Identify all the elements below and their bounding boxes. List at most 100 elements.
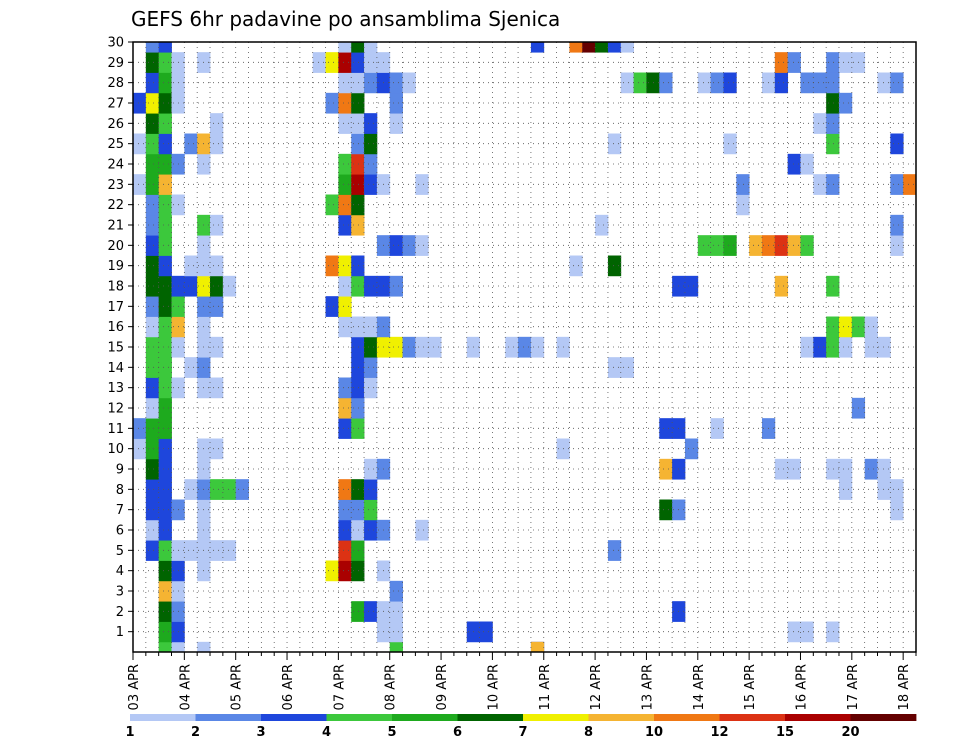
heatmap-cell [351,113,365,134]
y-tick-label: 13 [107,381,124,396]
colorbar-swatch [523,714,589,721]
heatmap-cell [595,42,609,53]
heatmap-cell [826,72,840,94]
y-tick-label: 24 [107,158,124,173]
heatmap-cell [595,214,609,236]
heatmap-cell [890,214,904,236]
heatmap-cell [659,72,673,94]
heatmap-cell [530,42,545,53]
heatmap-cell [659,418,673,439]
heatmap-cell [826,174,840,195]
y-tick-label: 2 [116,605,124,620]
y-tick-label: 11 [107,422,124,437]
heatmap-cell [184,275,198,297]
x-tick-label: 07 APR [332,664,347,710]
heatmap-cell [723,235,737,256]
heatmap-cell [158,194,172,216]
heatmap-cell [145,194,160,216]
x-tick-label: 11 APR [538,664,553,710]
heatmap-cell [145,397,160,419]
heatmap-cell [158,72,172,94]
colorbar-swatch [392,714,458,721]
colorbar-swatch [719,714,786,721]
y-tick-label: 21 [107,219,124,234]
heatmap-cell [145,519,160,541]
heatmap-cell [158,275,172,297]
heatmap-cell [774,235,789,256]
heatmap-cell [351,479,365,500]
heatmap-cell [312,52,326,73]
heatmap-cell [145,255,160,277]
heatmap-cell [607,357,622,378]
y-tick-label: 29 [107,56,124,71]
x-tick-label: 09 APR [435,664,450,710]
heatmap-cell [210,255,224,277]
heatmap-cell [633,72,647,94]
heatmap-cell [145,357,160,378]
colorbar-label: 4 [322,725,331,740]
heatmap-cell [158,316,172,338]
heatmap-cell [145,52,160,73]
colorbar-label: 7 [518,725,527,740]
heatmap-cell [133,92,147,114]
colorbar-swatch [130,714,196,721]
heatmap-cell [826,133,840,155]
heatmap-cell [826,621,840,643]
heatmap-cell [158,214,172,236]
colorbar-swatch [850,714,917,721]
heatmap-cell [364,275,378,297]
colorbar-swatch [326,714,393,721]
heatmap-cell [145,174,160,195]
heatmap-cell [145,316,160,338]
heatmap-cell [620,72,635,94]
heatmap-cell [697,235,712,256]
heatmap-cell [210,275,224,297]
heatmap-cell [338,397,352,419]
y-tick-label: 5 [116,544,124,559]
heatmap-cell [145,540,160,561]
heatmap-cell [415,174,429,195]
heatmap-cell [351,194,365,216]
heatmap-cell [800,72,814,94]
heatmap-cell [351,540,365,561]
heatmap-cell [774,52,789,73]
heatmap-cell [389,275,403,297]
heatmap-cell [749,235,763,256]
heatmap-cell [351,519,365,541]
heatmap-cell [864,458,878,480]
heatmap-cell [338,499,352,521]
heatmap-cell [530,336,545,358]
heatmap-cell [158,397,172,419]
y-tick-label: 4 [116,564,124,579]
heatmap-cell [697,72,712,94]
heatmap-cell [338,72,352,94]
heatmap-cell [184,255,198,277]
colorbar-legend: 1 2 3 4 5 6 7 8 10 12 15 20 [125,714,917,740]
heatmap-cell [158,499,172,521]
heatmap-cell [351,92,365,114]
colorbar-swatch [654,714,720,721]
x-tick-label: 17 APR [846,664,861,710]
x-tick-label: 18 APR [897,664,912,710]
heatmap-cell [133,418,147,439]
heatmap-cell [338,174,352,195]
heatmap-cell [210,438,224,460]
heatmap-cell [235,479,249,500]
heatmap-cell [864,316,878,338]
y-tick-label: 17 [107,300,124,315]
heatmap-cell [774,72,789,94]
heatmap-cell [389,580,403,602]
heatmap-cell [158,458,172,480]
heatmap-cell [222,275,237,297]
heatmap-cell [838,479,853,500]
heatmap-cell [787,52,801,73]
heatmap-cell [620,357,635,378]
heatmap-cell [171,641,185,653]
heatmap-cell [145,92,160,114]
heatmap-cell [158,235,172,256]
heatmap-cell [838,92,853,114]
heatmap-cell [364,458,378,480]
heatmap-cell [158,42,172,53]
colorbar-label: 15 [776,725,794,740]
